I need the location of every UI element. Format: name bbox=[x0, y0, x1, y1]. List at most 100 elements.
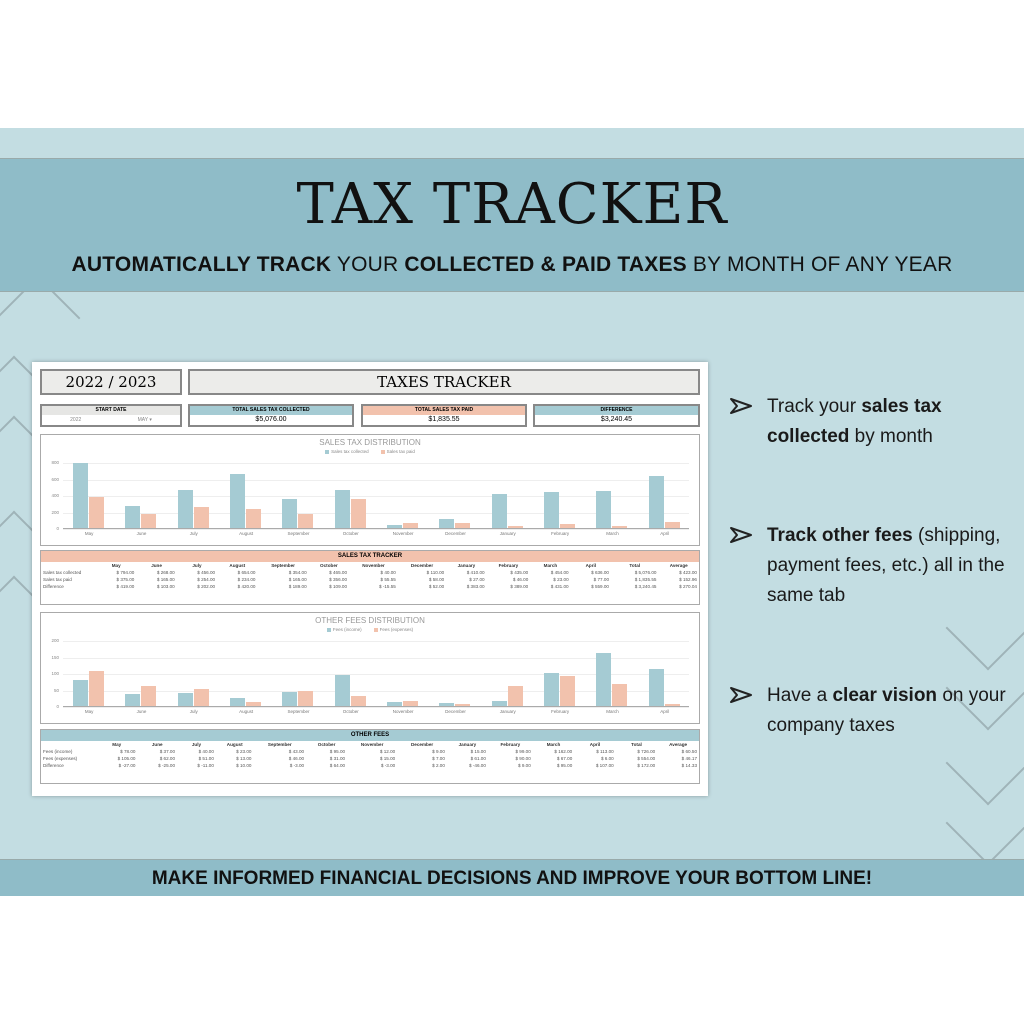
plot-area: 0 200 400 600 800 May June July August September O… bbox=[51, 460, 689, 536]
bar-group: October bbox=[325, 463, 377, 536]
bar bbox=[193, 507, 209, 528]
chevron-decoration-icon bbox=[945, 780, 1024, 866]
start-date-label: START DATE bbox=[42, 406, 180, 415]
x-label: September bbox=[287, 709, 310, 714]
table-row: Fees (expenses) $ 105.00 $ 62.00 $ 51.00 $ 1… bbox=[43, 756, 697, 761]
bar bbox=[298, 514, 314, 528]
sheet-title: TAXES TRACKER bbox=[188, 369, 700, 395]
gridline bbox=[63, 674, 689, 675]
bar bbox=[455, 523, 471, 528]
gridline bbox=[63, 707, 689, 708]
x-label: March bbox=[606, 531, 619, 536]
plot-area: 0 50 100 150 200 May June July August September Oc… bbox=[51, 638, 691, 714]
bar bbox=[177, 692, 193, 706]
y-tick: 0 bbox=[56, 526, 59, 531]
bar bbox=[141, 685, 157, 706]
bar bbox=[73, 680, 89, 706]
x-label: December bbox=[445, 709, 466, 714]
x-label: November bbox=[392, 709, 414, 714]
gridline bbox=[63, 690, 689, 692]
bar-group: June bbox=[115, 463, 167, 536]
other-fees-table: OTHER FEES May June July August September Oct… bbox=[40, 729, 700, 784]
y-tick: 200 bbox=[51, 509, 59, 515]
bar-group: November bbox=[377, 463, 429, 536]
bar-group: December bbox=[429, 463, 481, 536]
bar-group: March bbox=[586, 641, 638, 714]
bar-group: June bbox=[115, 641, 167, 714]
gridline bbox=[63, 529, 689, 530]
y-tick: 800 bbox=[51, 460, 59, 465]
bar bbox=[544, 673, 560, 706]
x-label: September bbox=[287, 531, 310, 536]
x-label: December bbox=[445, 531, 466, 536]
legend-item: Fees (income) bbox=[326, 627, 362, 632]
bar-group: December bbox=[429, 641, 481, 714]
arrow-bullet-icon bbox=[730, 398, 752, 414]
kpi-collected: TOTAL SALES TAX COLLECTED $5,076.00 bbox=[188, 404, 354, 427]
x-label: July bbox=[189, 709, 198, 714]
kpi-value: $3,240.45 bbox=[600, 416, 633, 423]
table-row: Difference $ 419.00 $ 103.00 $ 202.00 $ 420.… bbox=[43, 584, 697, 589]
table-row: Fees (income) $ 78.00 $ 37.00 $ 40.00 $ 23.0… bbox=[43, 749, 697, 754]
x-label: July bbox=[189, 531, 198, 536]
x-label: June bbox=[136, 709, 147, 714]
bar bbox=[246, 701, 262, 706]
bar-group: September bbox=[272, 641, 324, 714]
arrow-bullet-icon bbox=[730, 527, 752, 543]
bar-group: October bbox=[325, 641, 377, 714]
y-tick: 150 bbox=[51, 654, 59, 660]
bar-group: September bbox=[272, 463, 324, 536]
gridline bbox=[63, 463, 689, 464]
gridline bbox=[63, 512, 689, 514]
bar-group: August bbox=[220, 463, 272, 536]
bar-group: January bbox=[482, 641, 534, 714]
bar bbox=[612, 683, 628, 706]
chart-title: OTHER FEES DISTRIBUTION bbox=[315, 616, 425, 625]
x-label: October bbox=[342, 531, 359, 536]
y-tick: 100 bbox=[51, 671, 59, 676]
gridline bbox=[63, 479, 689, 481]
y-tick: 200 bbox=[51, 638, 59, 643]
x-label: June bbox=[136, 531, 147, 536]
bar bbox=[246, 508, 262, 528]
sales-tax-chart: SALES TAX DISTRIBUTION Sales tax collect… bbox=[40, 434, 700, 546]
x-label: April bbox=[660, 709, 670, 714]
x-label: May bbox=[84, 709, 94, 714]
bar-group: November bbox=[377, 641, 429, 714]
kpi-paid: TOTAL SALES TAX PAID $1,835.55 bbox=[361, 404, 527, 427]
arrow-bullet-icon bbox=[730, 687, 752, 703]
bar bbox=[282, 498, 298, 528]
bar bbox=[439, 703, 455, 706]
bar-group: February bbox=[534, 463, 586, 536]
bar-group: July bbox=[168, 641, 220, 714]
bar bbox=[230, 698, 246, 706]
bar-group: April bbox=[639, 641, 691, 714]
chart-title: SALES TAX DISTRIBUTION bbox=[319, 438, 421, 447]
bar bbox=[596, 652, 612, 706]
bar bbox=[648, 668, 664, 706]
footer-tagline: MAKE INFORMED FINANCIAL DECISIONS AND IM… bbox=[0, 859, 1024, 896]
x-label: January bbox=[499, 531, 516, 536]
kpi-label: DIFFERENCE bbox=[535, 406, 698, 415]
bar bbox=[560, 676, 576, 706]
bar-group: May bbox=[63, 641, 115, 714]
bar bbox=[403, 523, 419, 528]
page-subtitle: AUTOMATICALLY TRACK YOUR COLLECTED & PAI… bbox=[71, 253, 953, 276]
table-row: Sales tax paid $ 375.00 $ 165.00 $ 254.00 $ … bbox=[43, 577, 697, 582]
x-label: August bbox=[239, 709, 254, 714]
bar bbox=[73, 462, 89, 528]
bar bbox=[282, 691, 298, 706]
bar bbox=[507, 685, 523, 706]
x-label: August bbox=[239, 531, 254, 536]
bar-group: February bbox=[534, 641, 586, 714]
bar bbox=[89, 497, 105, 528]
start-year[interactable]: 2022 bbox=[70, 417, 82, 423]
x-label: April bbox=[660, 531, 670, 536]
x-label: March bbox=[606, 709, 619, 714]
bar bbox=[664, 704, 680, 706]
bar bbox=[334, 489, 350, 528]
bar bbox=[89, 671, 105, 706]
kpi-value: $1,835.55 bbox=[428, 416, 460, 423]
bar bbox=[544, 492, 560, 528]
start-month-select[interactable]: MAY ▾ bbox=[137, 417, 152, 423]
